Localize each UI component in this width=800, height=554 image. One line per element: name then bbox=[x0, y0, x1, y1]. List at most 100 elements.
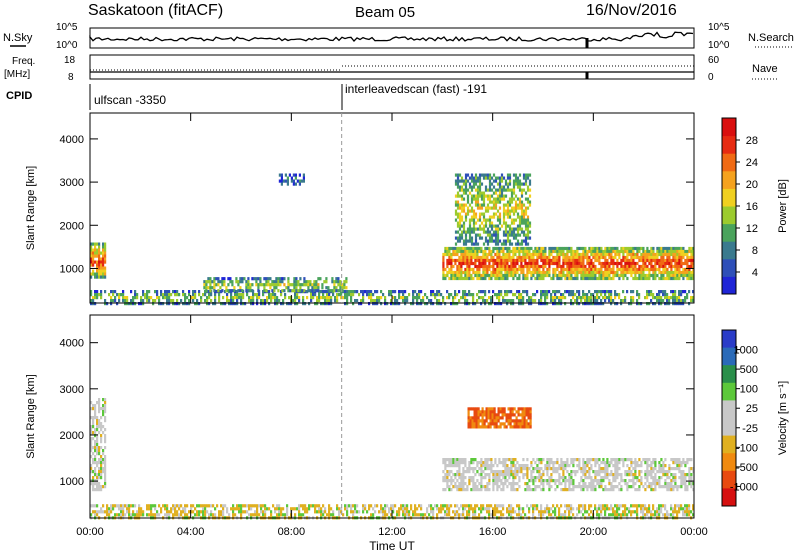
heat-cell bbox=[540, 513, 543, 517]
heat-cell bbox=[570, 246, 573, 251]
heat-cell bbox=[622, 267, 625, 272]
heat-cell bbox=[572, 252, 575, 257]
heat-cell bbox=[470, 227, 474, 231]
heat-cell bbox=[492, 239, 496, 243]
heat-cell bbox=[610, 473, 613, 477]
heat-cell bbox=[506, 507, 509, 511]
heat-cell bbox=[566, 264, 569, 269]
heat-cell bbox=[100, 422, 103, 426]
heat-cell bbox=[652, 479, 655, 483]
heat-cell bbox=[672, 276, 675, 281]
heat-cell bbox=[636, 510, 639, 514]
heat-cell bbox=[502, 215, 506, 219]
heat-cell bbox=[522, 239, 526, 243]
heat-cell bbox=[474, 236, 478, 240]
heat-cell bbox=[470, 179, 474, 183]
heat-cell bbox=[676, 513, 679, 517]
heat-cell bbox=[275, 283, 278, 287]
heat-cell bbox=[324, 302, 327, 306]
heat-cell bbox=[291, 289, 294, 293]
heat-cell bbox=[420, 507, 423, 511]
heat-cell bbox=[316, 302, 319, 306]
heat-cell bbox=[604, 510, 607, 514]
heat-cell bbox=[234, 302, 237, 306]
heat-cell bbox=[500, 290, 503, 294]
heat-cell bbox=[470, 252, 473, 257]
heat-cell bbox=[606, 473, 609, 477]
heat-cell bbox=[500, 461, 503, 465]
heat-cell bbox=[102, 404, 105, 408]
heat-cell bbox=[564, 267, 567, 272]
heat-cell bbox=[484, 176, 488, 180]
heat-cell bbox=[526, 290, 529, 294]
heat-cell bbox=[512, 476, 515, 480]
heat-cell bbox=[660, 246, 663, 251]
heat-cell bbox=[476, 218, 480, 222]
heat-cell bbox=[504, 461, 507, 465]
heat-cell bbox=[352, 290, 355, 294]
heat-cell bbox=[362, 299, 365, 303]
heat-cell bbox=[194, 507, 197, 511]
heat-cell bbox=[194, 513, 197, 517]
heat-cell bbox=[472, 276, 475, 281]
nsearch-tick-bottom: 10^0 bbox=[708, 40, 730, 51]
heat-cell bbox=[288, 173, 291, 177]
heat-cell bbox=[472, 270, 475, 275]
heat-cell bbox=[534, 479, 537, 483]
heat-cell bbox=[322, 510, 325, 514]
heat-cell bbox=[626, 464, 629, 468]
heat-cell bbox=[554, 261, 557, 266]
heat-cell bbox=[468, 510, 471, 514]
heat-cell bbox=[442, 267, 445, 272]
heat-cell bbox=[638, 473, 641, 477]
heat-cell bbox=[600, 513, 603, 517]
heat-cell bbox=[516, 504, 519, 508]
heat-cell bbox=[454, 249, 457, 254]
heat-cell bbox=[504, 188, 508, 192]
heat-cell bbox=[370, 504, 373, 508]
heat-cell bbox=[122, 510, 125, 514]
heat-cell bbox=[672, 458, 675, 462]
heat-cell bbox=[524, 249, 527, 254]
heat-cell bbox=[100, 446, 103, 450]
heat-cell bbox=[486, 194, 490, 198]
heat-cell bbox=[534, 467, 537, 471]
heat-cell bbox=[598, 270, 601, 275]
heat-cell bbox=[506, 299, 509, 303]
heat-cell bbox=[450, 302, 453, 306]
heat-cell bbox=[302, 173, 305, 177]
heat-cell bbox=[508, 252, 511, 257]
heat-cell bbox=[560, 299, 563, 303]
heat-cell bbox=[608, 264, 611, 269]
heat-cell bbox=[148, 507, 151, 511]
heat-cell bbox=[576, 470, 579, 474]
heat-cell bbox=[480, 507, 483, 511]
heat-cell bbox=[652, 293, 655, 297]
heat-cell bbox=[576, 302, 579, 306]
heat-cell bbox=[608, 507, 611, 511]
heat-cell bbox=[682, 510, 685, 514]
heat-cell bbox=[606, 276, 609, 281]
heat-cell bbox=[546, 467, 549, 471]
heat-cell bbox=[602, 261, 605, 266]
heat-cell bbox=[582, 473, 585, 477]
heat-cell bbox=[474, 513, 477, 517]
heat-cell bbox=[265, 280, 268, 284]
heat-cell bbox=[522, 273, 525, 278]
heat-cell bbox=[496, 302, 499, 306]
heat-cell bbox=[92, 470, 95, 474]
heat-cell bbox=[114, 290, 117, 294]
heat-cell bbox=[592, 482, 595, 486]
heat-cell bbox=[644, 458, 647, 462]
heat-cell bbox=[186, 504, 189, 508]
heat-cell bbox=[473, 422, 476, 426]
heat-cell bbox=[134, 293, 137, 297]
heat-cell bbox=[688, 276, 691, 281]
heat-cell bbox=[574, 270, 577, 275]
heat-cell bbox=[102, 251, 105, 255]
heat-cell bbox=[578, 482, 581, 486]
heat-cell bbox=[634, 461, 637, 465]
heat-cell bbox=[498, 299, 501, 303]
heat-cell bbox=[100, 440, 103, 444]
